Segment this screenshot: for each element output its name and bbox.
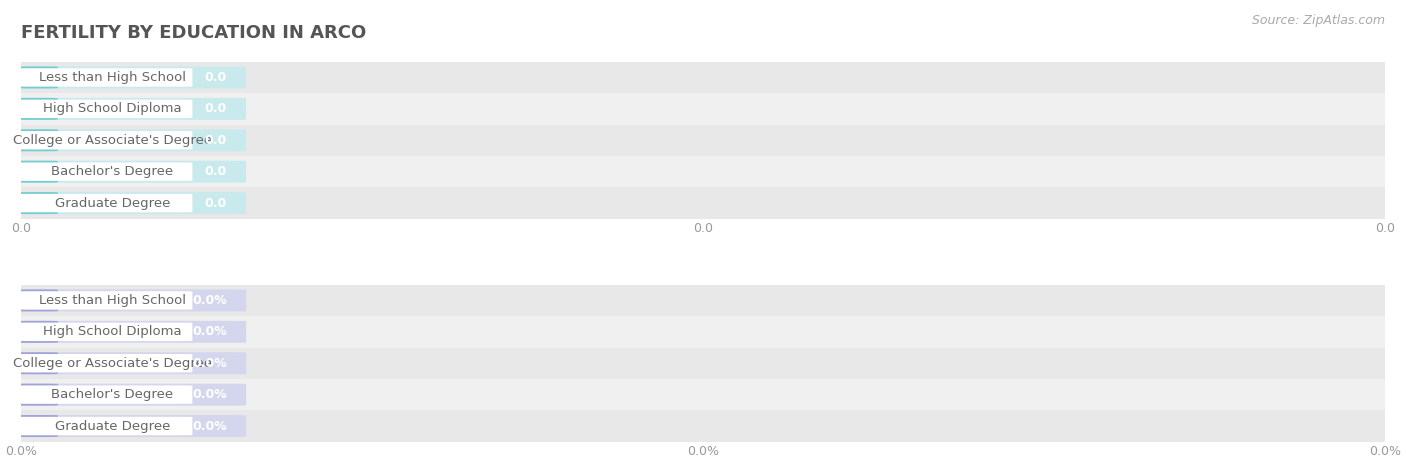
FancyBboxPatch shape [18, 385, 193, 404]
FancyBboxPatch shape [18, 68, 193, 86]
FancyBboxPatch shape [14, 415, 246, 437]
Text: Bachelor's Degree: Bachelor's Degree [51, 165, 173, 178]
FancyBboxPatch shape [14, 289, 246, 312]
FancyBboxPatch shape [18, 323, 193, 341]
Bar [21, 93, 1385, 124]
Text: 0.0: 0.0 [205, 71, 226, 84]
FancyBboxPatch shape [14, 98, 246, 120]
FancyBboxPatch shape [18, 417, 193, 435]
FancyBboxPatch shape [14, 192, 246, 214]
FancyBboxPatch shape [18, 162, 193, 181]
FancyBboxPatch shape [14, 352, 58, 374]
Text: 0.0%: 0.0% [193, 388, 226, 401]
Text: Bachelor's Degree: Bachelor's Degree [51, 388, 173, 401]
Text: 0.0%: 0.0% [193, 325, 226, 338]
Text: Less than High School: Less than High School [39, 71, 186, 84]
Bar [21, 156, 1385, 187]
Text: 0.0: 0.0 [205, 134, 226, 147]
FancyBboxPatch shape [14, 66, 246, 88]
Text: 0.0%: 0.0% [193, 294, 226, 307]
FancyBboxPatch shape [14, 66, 58, 88]
FancyBboxPatch shape [14, 352, 246, 374]
FancyBboxPatch shape [14, 192, 58, 214]
FancyBboxPatch shape [18, 194, 193, 212]
Text: Graduate Degree: Graduate Degree [55, 419, 170, 433]
Bar [21, 410, 1385, 442]
Text: 0.0: 0.0 [205, 197, 226, 209]
FancyBboxPatch shape [14, 384, 58, 406]
FancyBboxPatch shape [14, 129, 246, 151]
FancyBboxPatch shape [18, 131, 193, 150]
FancyBboxPatch shape [18, 354, 193, 372]
Text: High School Diploma: High School Diploma [42, 102, 181, 115]
FancyBboxPatch shape [14, 129, 58, 151]
Text: 0.0%: 0.0% [193, 357, 226, 370]
FancyBboxPatch shape [14, 161, 58, 183]
Text: Less than High School: Less than High School [39, 294, 186, 307]
Text: 0.0: 0.0 [205, 165, 226, 178]
Text: 0.0: 0.0 [205, 102, 226, 115]
Bar [21, 285, 1385, 316]
Bar [21, 379, 1385, 410]
FancyBboxPatch shape [14, 289, 58, 312]
Text: 0.0%: 0.0% [193, 419, 226, 433]
FancyBboxPatch shape [14, 321, 58, 343]
Bar [21, 316, 1385, 348]
FancyBboxPatch shape [18, 100, 193, 118]
FancyBboxPatch shape [14, 415, 58, 437]
FancyBboxPatch shape [14, 161, 246, 183]
Text: Source: ZipAtlas.com: Source: ZipAtlas.com [1251, 14, 1385, 27]
Bar [21, 187, 1385, 219]
Text: Graduate Degree: Graduate Degree [55, 197, 170, 209]
Text: FERTILITY BY EDUCATION IN ARCO: FERTILITY BY EDUCATION IN ARCO [21, 24, 367, 42]
Bar [21, 124, 1385, 156]
Text: College or Associate's Degree: College or Associate's Degree [13, 357, 212, 370]
FancyBboxPatch shape [14, 321, 246, 343]
Bar [21, 62, 1385, 93]
FancyBboxPatch shape [14, 384, 246, 406]
Text: College or Associate's Degree: College or Associate's Degree [13, 134, 212, 147]
FancyBboxPatch shape [14, 98, 58, 120]
Bar [21, 348, 1385, 379]
Text: High School Diploma: High School Diploma [42, 325, 181, 338]
FancyBboxPatch shape [18, 291, 193, 310]
